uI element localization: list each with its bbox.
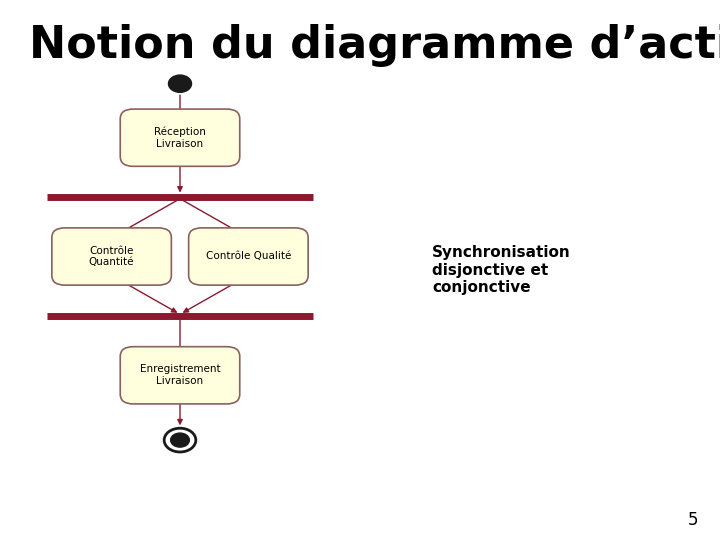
Text: Réception
Livraison: Réception Livraison [154, 127, 206, 148]
FancyBboxPatch shape [52, 228, 171, 285]
Text: Contrôle
Quantité: Contrôle Quantité [89, 246, 135, 267]
FancyBboxPatch shape [189, 228, 308, 285]
Circle shape [168, 75, 192, 92]
Text: Synchronisation
disjonctive et
conjonctive: Synchronisation disjonctive et conjoncti… [432, 245, 571, 295]
Text: Contrôle Qualité: Contrôle Qualité [206, 252, 291, 261]
FancyBboxPatch shape [120, 347, 240, 404]
Text: 5: 5 [688, 511, 698, 529]
Circle shape [171, 433, 189, 447]
Text: Enregistrement
Livraison: Enregistrement Livraison [140, 364, 220, 386]
Circle shape [164, 428, 196, 452]
Text: Notion du diagramme d’activité: Notion du diagramme d’activité [29, 22, 720, 66]
FancyBboxPatch shape [120, 109, 240, 166]
